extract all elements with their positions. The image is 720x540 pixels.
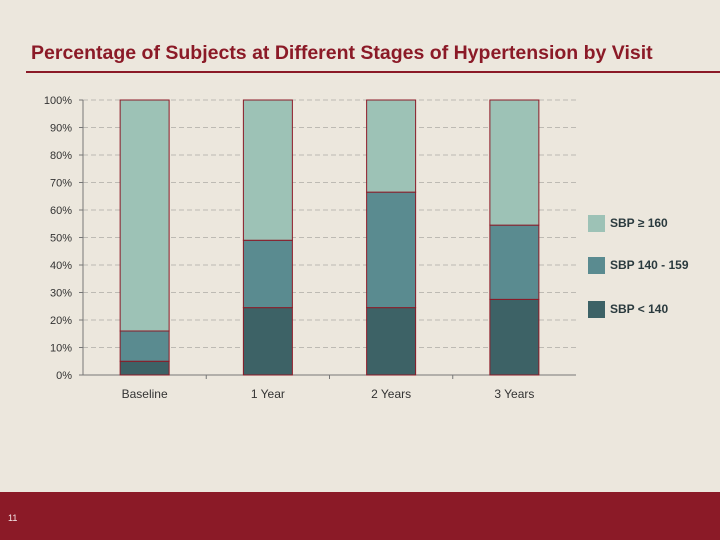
y-tick-label: 20% (50, 315, 72, 327)
y-tick-label: 60% (50, 205, 72, 217)
bar-segment (489, 99, 540, 226)
bar-segment (489, 298, 540, 376)
legend-swatch (588, 300, 605, 318)
slide-title: Percentage of Subjects at Different Stag… (31, 42, 653, 64)
legend-item: SBP 140 - 159 (588, 255, 689, 275)
bar-segment (119, 360, 170, 376)
bar-segment (119, 330, 170, 362)
legend-label: SBP ≥ 160 (610, 216, 668, 230)
legend-swatch (588, 214, 605, 232)
legend-label: SBP < 140 (610, 302, 669, 316)
legend-item: SBP < 140 (588, 299, 668, 319)
y-tick-label: 40% (50, 260, 72, 272)
y-tick-label: 70% (50, 178, 72, 190)
bar-segment (242, 307, 293, 376)
x-tick-label: 2 Years (371, 387, 411, 401)
x-tick-label: Baseline (122, 387, 168, 401)
legend-label: SBP 140 - 159 (610, 258, 689, 272)
bar-segment (366, 191, 417, 309)
y-tick-label: 90% (50, 123, 72, 135)
y-tick-label: 100% (44, 95, 72, 107)
bar-segment (366, 307, 417, 376)
bar-segment (242, 99, 293, 241)
page-number: 11 (8, 513, 18, 523)
footer-bar: 11 (0, 492, 720, 540)
legend-item: SBP ≥ 160 (588, 213, 668, 233)
bar-segment (242, 239, 293, 309)
y-tick-label: 50% (50, 233, 72, 245)
x-tick-label: 1 Year (251, 387, 285, 401)
y-tick-label: 80% (50, 150, 72, 162)
y-tick-label: 0% (56, 370, 72, 382)
y-tick-label: 10% (50, 343, 72, 355)
bar-segment (119, 99, 170, 332)
x-tick-label: 3 Years (494, 387, 534, 401)
bar-segment (489, 224, 540, 300)
legend-swatch (588, 256, 605, 274)
y-tick-label: 30% (50, 288, 72, 300)
title-divider (26, 71, 720, 73)
bar-segment (366, 99, 417, 193)
